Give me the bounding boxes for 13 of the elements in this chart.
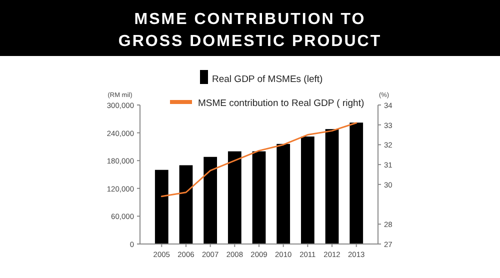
bar: [204, 156, 218, 244]
legend-label: Real GDP of MSMEs (left): [212, 74, 323, 85]
chart-title: MSME CONTRIBUTION TO GROSS DOMESTIC PRODUCT: [118, 11, 382, 50]
bar: [300, 136, 314, 244]
bar: [252, 151, 266, 244]
bar: [325, 129, 339, 244]
bar: [276, 144, 290, 244]
legend-label: MSME contribution to Real GDP ( right): [198, 98, 364, 109]
line-series: [160, 122, 358, 198]
bar: [179, 165, 193, 244]
bar: [154, 170, 168, 244]
bar: [228, 151, 242, 244]
bar: [350, 122, 364, 244]
